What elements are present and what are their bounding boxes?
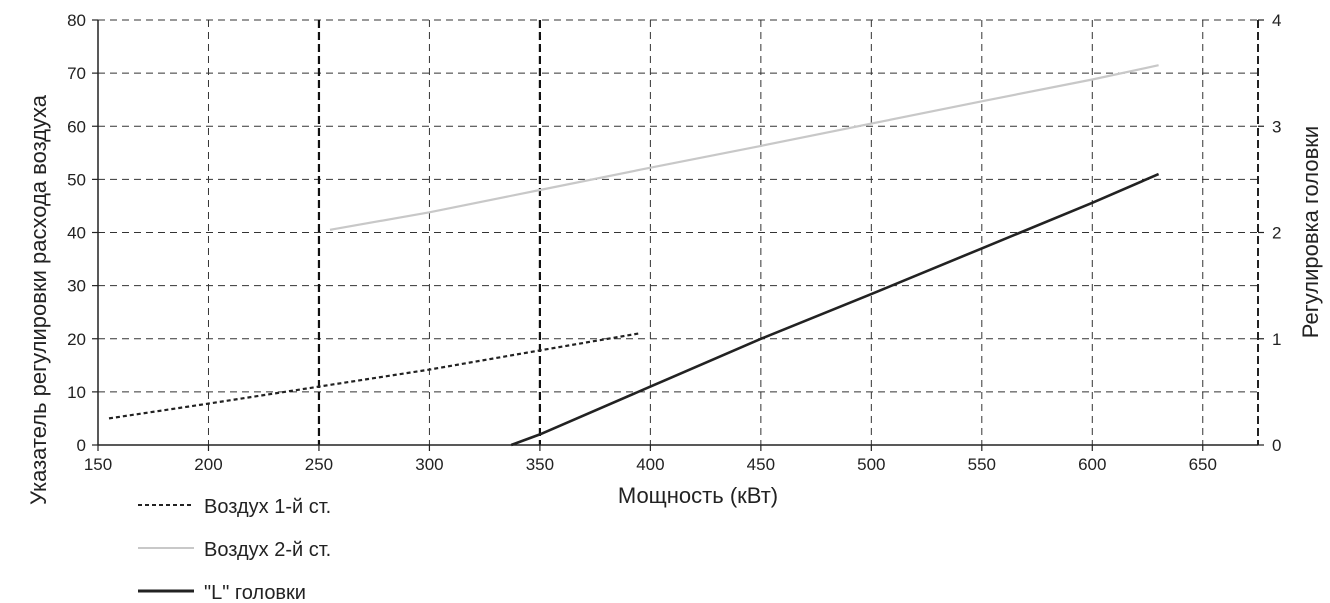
y2-tick-label: 1 [1272,330,1281,349]
x-tick-label: 650 [1189,455,1217,474]
y2-tick-label: 0 [1272,436,1281,455]
x-tick-label: 200 [194,455,222,474]
y2-tick-label: 4 [1272,11,1281,30]
x-tick-label: 250 [305,455,333,474]
y2-axis-label: Регулировка головки [1298,126,1323,338]
series-head-l [510,172,1160,447]
x-tick-label: 450 [747,455,775,474]
legend-label-air-stage-2: Воздух 2-й ст. [204,539,331,561]
x-tick-label: 500 [857,455,885,474]
grid [98,19,1258,445]
x-tick-label: 600 [1078,455,1106,474]
y2-tick-label: 2 [1272,224,1281,243]
y-tick-label: 40 [67,224,86,243]
y2-tick-label: 3 [1272,117,1281,136]
legend-label-air-stage-1: Воздух 1-й ст. [204,496,331,518]
legend-label-head-l: "L" головки [204,582,306,603]
y-tick-label: 70 [67,64,86,83]
x-tick-label: 300 [415,455,443,474]
y-tick-label: 30 [67,277,86,296]
y-tick-label: 20 [67,330,86,349]
x-tick-label: 400 [636,455,664,474]
axes [92,19,1264,451]
series-air-stage-1 [108,332,640,420]
y-tick-label: 60 [67,117,86,136]
y-tick-label: 10 [67,383,86,402]
y-tick-label: 0 [77,436,86,455]
x-tick-label: 550 [968,455,996,474]
legend: Воздух 1-й ст. Воздух 2-й ст. "L" головк… [138,496,331,603]
x-tick-label: 350 [526,455,554,474]
series-air-stage-2 [329,64,1159,231]
y-axis-label: Указатель регулировки расхода воздуха [26,94,51,505]
series-lines [108,64,1160,447]
y-tick-label: 50 [67,170,86,189]
x-tick-label: 150 [84,455,112,474]
x-axis-label: Мощность (кВт) [618,483,778,508]
y-tick-label: 80 [67,11,86,30]
